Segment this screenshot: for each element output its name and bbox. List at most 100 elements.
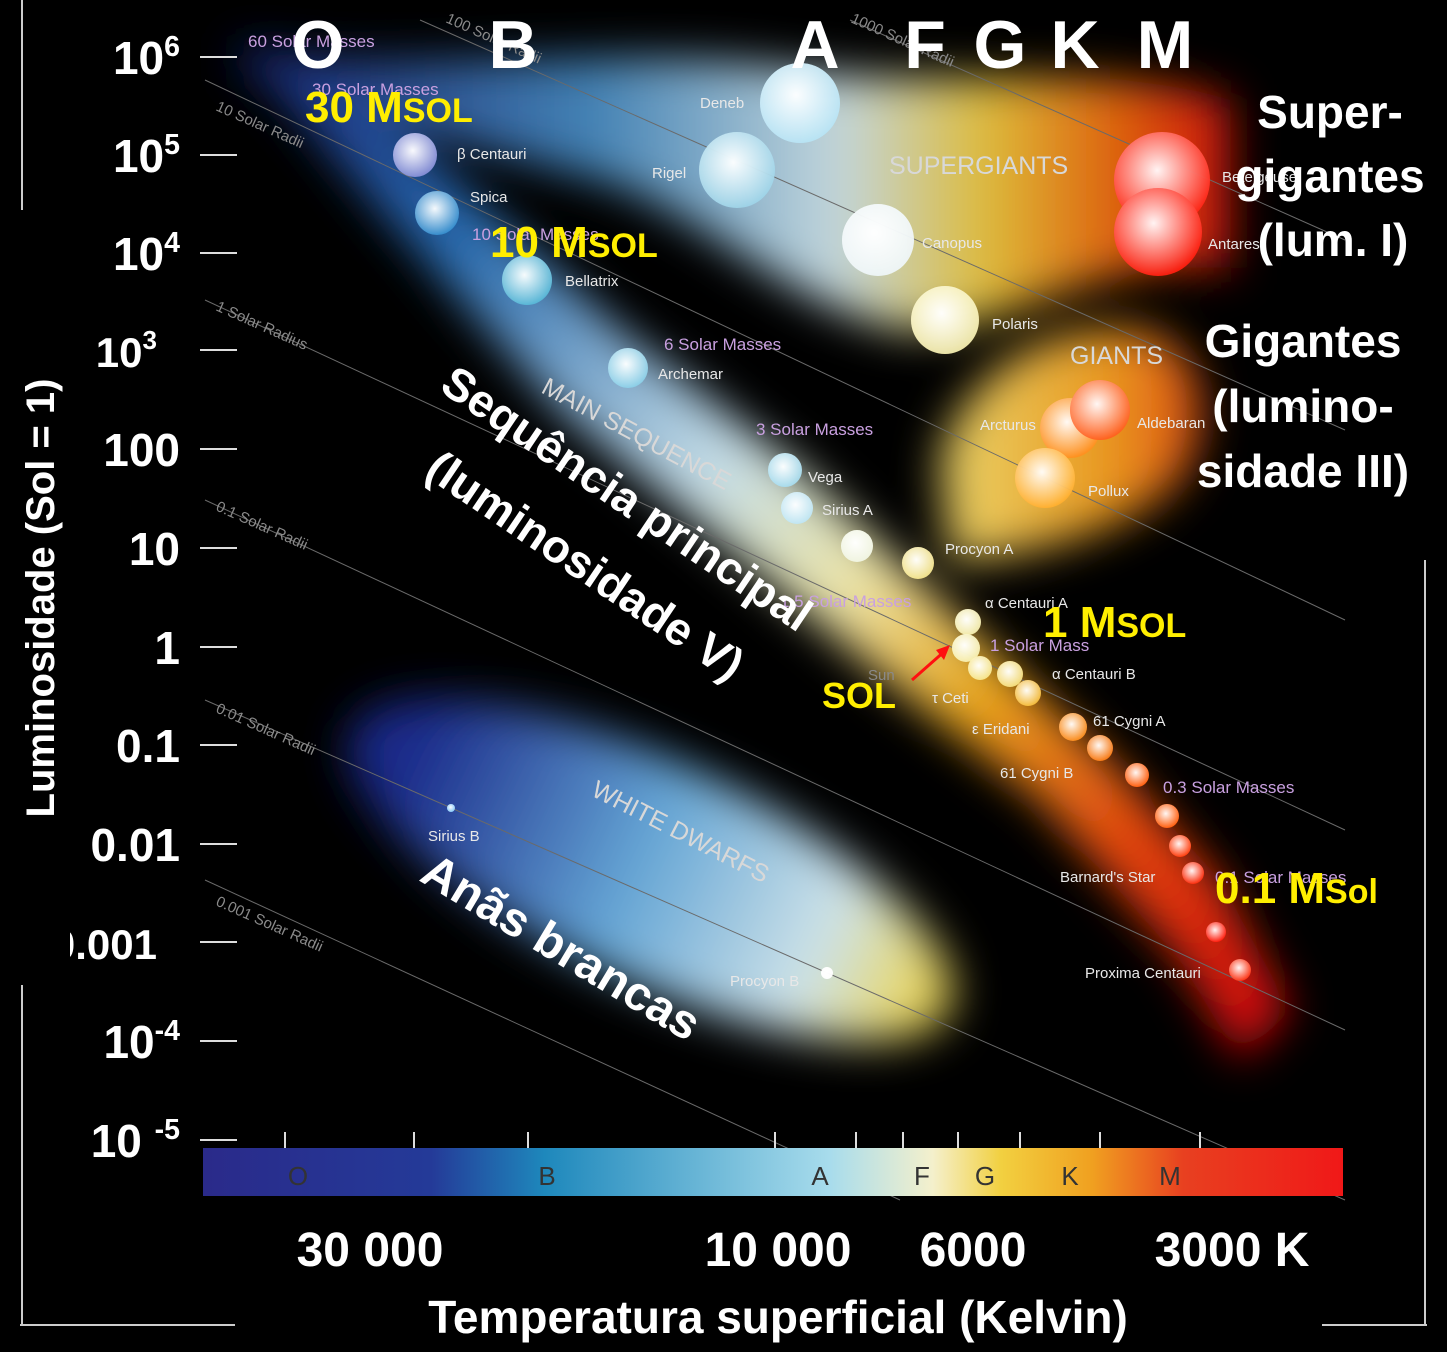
star-highlight: [608, 348, 648, 388]
mass-label: 0.3 Solar Masses: [1163, 778, 1294, 797]
star-highlight: [1125, 763, 1149, 787]
y-tick-label-exp: 5: [164, 129, 180, 161]
star-highlight: [447, 804, 455, 812]
y-tick-label-exp: -5: [155, 1114, 180, 1146]
mass-sub: Sol: [1325, 873, 1378, 911]
y-tick-label: 106: [113, 31, 180, 84]
star-name: Barnard's Star: [1060, 869, 1155, 886]
spectral-class: K: [1050, 7, 1099, 83]
mass-main: 30 M: [305, 83, 403, 132]
x-tick-label: 30 000: [297, 1224, 444, 1277]
giant-text: Gigantes: [1205, 315, 1402, 367]
star-name: 61 Cygni A: [1093, 713, 1166, 730]
star-name: 61 Cygni B: [1000, 765, 1073, 782]
mass-main: 10 M: [490, 218, 588, 267]
mass-sub: SOL: [588, 227, 658, 265]
spectral-class: M: [1137, 7, 1194, 83]
supergiant-text: Super-: [1257, 86, 1403, 138]
star-name: Sirius A: [822, 502, 873, 519]
star-highlight: [1182, 862, 1204, 884]
star-highlight: [393, 133, 437, 177]
star-name: Proxima Centauri: [1085, 965, 1201, 982]
y-tick-label-base: 10: [113, 32, 164, 84]
star-name: Spica: [470, 189, 508, 206]
star-highlight: [768, 453, 802, 487]
y-tick-label: 10-4: [103, 1015, 180, 1068]
star-name: Canopus: [922, 235, 982, 252]
mass-sub: SOL: [1116, 607, 1186, 645]
bar-class: F: [914, 1161, 930, 1191]
star-highlight: [1015, 448, 1075, 508]
spectral-class: F: [904, 7, 946, 83]
mass-label: 6 Solar Masses: [664, 335, 781, 354]
star-name: Pollux: [1088, 483, 1129, 500]
y-tick-label-base: 10: [103, 1016, 154, 1068]
bar-class: G: [975, 1161, 995, 1191]
bar-class: M: [1159, 1161, 1181, 1191]
star-name: Antares: [1208, 236, 1260, 253]
bar-class: O: [288, 1161, 308, 1191]
spectral-class: G: [974, 7, 1027, 83]
x-tick-label: 3000 K: [1155, 1224, 1310, 1277]
x-tick-label: 10 000: [705, 1224, 852, 1277]
y-tick-label: 105: [113, 129, 180, 182]
y-tick-label: 103: [96, 325, 157, 376]
y-tick-label: 10 -5: [91, 1114, 180, 1167]
star-highlight: [1206, 922, 1226, 942]
spectral-class: O: [292, 7, 345, 83]
y-tick-label: 100: [103, 424, 180, 476]
bar-class: K: [1061, 1161, 1079, 1191]
star-name: Polaris: [992, 316, 1038, 333]
star-highlight: [968, 656, 992, 680]
star-highlight: [955, 609, 981, 635]
mass-main: 1 M: [1043, 598, 1116, 647]
star-highlight: [1070, 380, 1130, 440]
star-highlight: [415, 191, 459, 235]
star-name: α Centauri B: [1052, 666, 1136, 683]
y-tick-label-exp: 3: [143, 325, 157, 355]
y-tick-label-base: 10: [113, 130, 164, 182]
spectral-class: A: [790, 7, 839, 83]
page: {"title_classes":["O","B","A","F","G","K…: [0, 0, 1447, 1347]
spectral-class: B: [488, 7, 537, 83]
mass-sub: SOL: [403, 92, 473, 130]
star-name: Arcturus: [980, 417, 1036, 434]
star-highlight: [1059, 713, 1087, 741]
star-name: Rigel: [652, 165, 686, 182]
star-highlight: [781, 492, 813, 524]
region-label: GIANTS: [1070, 342, 1163, 370]
star-name: Deneb: [700, 95, 744, 112]
star-highlight: [1155, 804, 1179, 828]
star-name: ε Eridani: [972, 721, 1030, 738]
star-name: Vega: [808, 469, 843, 486]
star-name: Aldebaran: [1137, 415, 1205, 432]
y-tick-label-base: 10: [113, 228, 164, 280]
y-tick-label-base: 10: [96, 329, 143, 376]
y-tick-label: 0.1: [116, 720, 180, 772]
bar-class: A: [811, 1161, 829, 1191]
star-name: τ Ceti: [932, 690, 969, 707]
mass-annotation: 0.1 MSol: [1215, 864, 1378, 913]
y-tick-label-base: 10: [91, 1115, 155, 1167]
star-highlight: [997, 661, 1023, 687]
bar-class: B: [538, 1161, 555, 1191]
supergiant-text: (lum. I): [1258, 214, 1409, 266]
star-name: β Centauri: [457, 146, 527, 163]
x-axis-title: Temperatura superficial (Kelvin): [428, 1291, 1128, 1343]
star-highlight: [902, 547, 934, 579]
star-highlight: [1015, 680, 1041, 706]
y-tick-label: 0.01: [90, 819, 180, 871]
star-name: Procyon A: [945, 541, 1013, 558]
star-highlight: [1229, 959, 1251, 981]
sun-annotation: SOL: [822, 675, 896, 716]
y-axis-title: Luminosidade (Sol = 1): [19, 379, 63, 818]
star-highlight: [699, 132, 775, 208]
y-tick-label: 1: [154, 622, 180, 674]
y-tick-label-exp: -4: [155, 1015, 180, 1047]
star-highlight: [1087, 735, 1113, 761]
star-name: Archemar: [658, 366, 723, 383]
star-name: Sirius B: [428, 828, 480, 845]
giant-text: sidade III): [1197, 445, 1409, 497]
star-highlight: [1114, 188, 1202, 276]
supergiant-text: gigantes: [1235, 150, 1424, 202]
